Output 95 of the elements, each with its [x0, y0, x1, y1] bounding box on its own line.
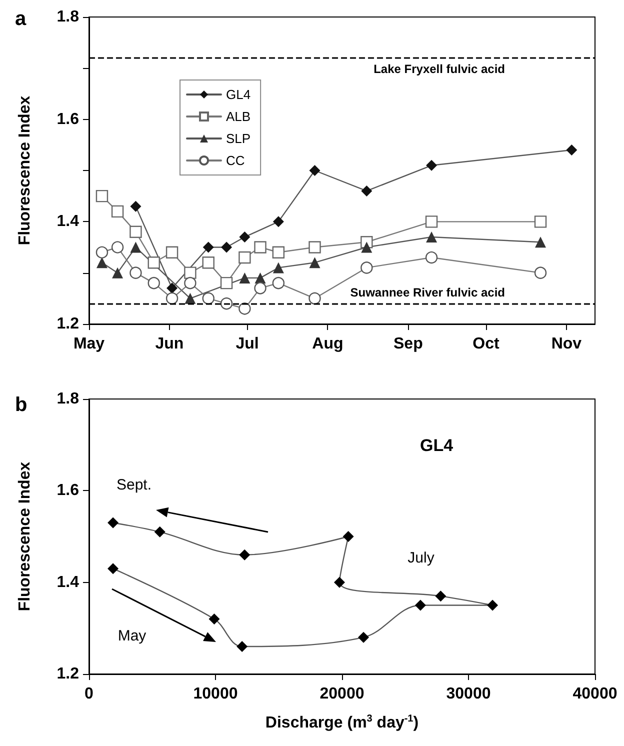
point [360, 262, 373, 274]
point [272, 262, 284, 274]
point [130, 200, 142, 212]
x-tick-label: Oct [472, 336, 500, 352]
chart-title: b [15, 394, 28, 416]
point [361, 242, 372, 253]
point [148, 256, 160, 269]
y-tick-label: 1.8 [56, 390, 80, 408]
point [254, 241, 266, 254]
point [342, 531, 354, 542]
point [236, 641, 248, 652]
annotation: May [118, 628, 147, 644]
point [166, 282, 178, 294]
ref-line-label: Lake Fryxell fulvic acid [374, 62, 505, 76]
legend-label: CC [226, 153, 245, 168]
x-tick-label: 20000 [320, 686, 364, 702]
point [184, 292, 196, 304]
point [112, 267, 124, 278]
point [154, 526, 166, 538]
point [111, 241, 124, 254]
point [221, 242, 232, 253]
point [272, 246, 285, 258]
point [130, 266, 142, 279]
point [358, 632, 370, 643]
point [425, 251, 438, 264]
point [208, 614, 220, 624]
point [534, 216, 547, 228]
point [534, 266, 547, 279]
point [566, 144, 578, 156]
x-tick-label: Jul [236, 336, 259, 352]
point [148, 276, 160, 290]
x-tick-label: Aug [312, 336, 344, 352]
point [166, 246, 178, 258]
x-tick-label: May [73, 336, 105, 352]
point [435, 590, 446, 602]
point [309, 257, 320, 268]
y-tick-label: 1.6 [56, 110, 80, 128]
point [202, 256, 214, 269]
y-tick-label: 1.4 [56, 574, 80, 591]
y-tick-label: 1.8 [56, 8, 80, 26]
point [535, 236, 546, 248]
point [108, 563, 119, 574]
x-tick-label: 30000 [446, 686, 491, 702]
point [96, 246, 108, 258]
point [487, 600, 498, 611]
point [361, 185, 372, 196]
x-tick-label: Nov [551, 336, 582, 352]
legend-label: SLP [226, 131, 251, 146]
point [220, 276, 233, 290]
point [426, 160, 438, 171]
point [238, 302, 251, 315]
y-tick-label: 1.4 [56, 213, 80, 230]
point [309, 165, 320, 176]
point [272, 276, 285, 290]
legend-label: GL4 [226, 87, 251, 102]
text: GL4 [420, 436, 454, 455]
point [96, 190, 108, 202]
ref-line-label: Suwannee River fulvic acid [350, 286, 505, 300]
y-axis-title: Fluorescence Index [16, 462, 34, 612]
point [130, 226, 142, 238]
x-tick-label: Sep [393, 336, 424, 352]
x-tick-label: 10000 [193, 686, 238, 702]
y-tick-label: 1.2 [56, 666, 80, 682]
point [308, 292, 321, 305]
point [426, 232, 438, 243]
point [202, 292, 214, 305]
point [238, 251, 251, 264]
point [202, 242, 214, 253]
y-axis-title: Fluorescence Index [16, 96, 34, 246]
point [414, 600, 426, 611]
point [254, 282, 266, 294]
point [166, 292, 178, 305]
point [184, 266, 196, 279]
point [184, 276, 196, 290]
y-tick-label: 1.6 [56, 482, 80, 500]
legend-label: ALB [226, 109, 251, 124]
x-tick-label: 40000 [572, 686, 618, 702]
point [272, 216, 284, 228]
y-tick-label: 1.2 [56, 316, 80, 332]
annotation: July [408, 550, 435, 566]
point [239, 272, 250, 284]
point [220, 297, 233, 310]
x-tick-label: Jun [155, 336, 184, 352]
point [130, 242, 142, 253]
point [239, 232, 250, 243]
annotation: Sept. [116, 476, 152, 494]
point [239, 549, 250, 560]
point [308, 241, 321, 254]
point [334, 576, 345, 588]
point [96, 257, 108, 268]
x-tick-label: 0 [84, 686, 94, 702]
point [111, 205, 124, 218]
point [425, 216, 438, 228]
point [108, 517, 119, 528]
chart-title: a [15, 8, 27, 30]
